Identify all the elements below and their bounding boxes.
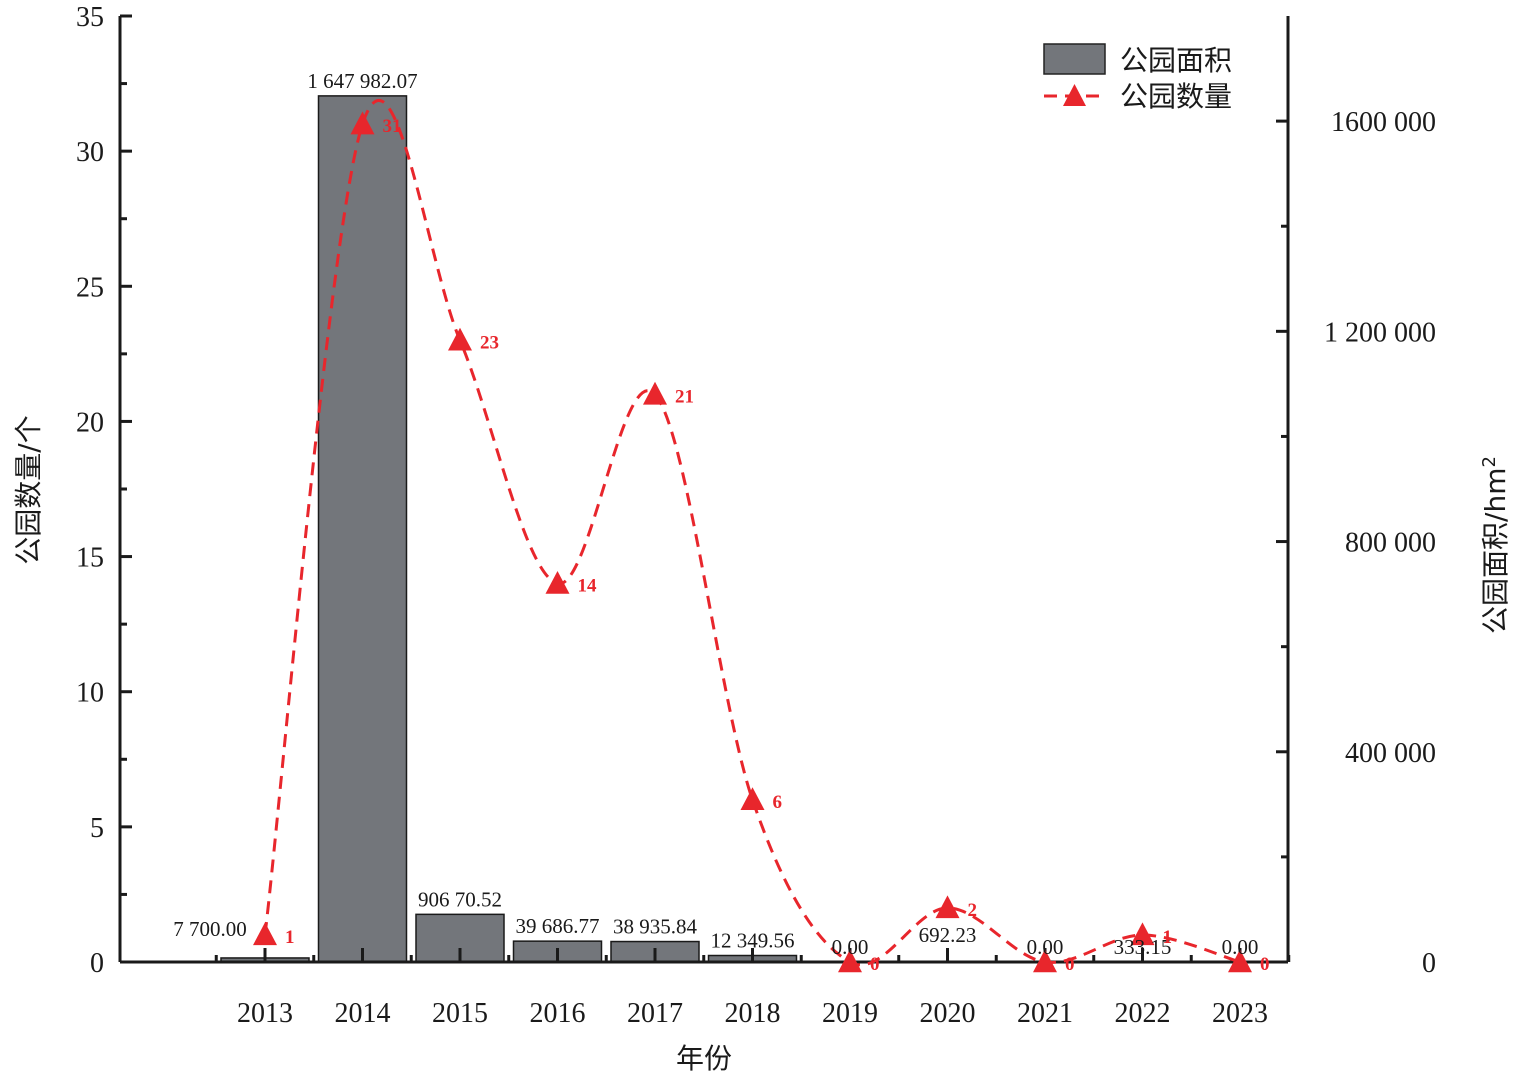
count-marker-2016	[545, 571, 570, 594]
count-marker-2023	[1228, 949, 1252, 973]
count-marker-2022	[1130, 922, 1155, 946]
legend-line-label: 公园数量	[1120, 80, 1232, 113]
count-line	[263, 99, 1241, 967]
count-value-label-2022: 1	[1163, 927, 1173, 948]
left-tick-label: 10	[76, 678, 104, 709]
bar-value-label-2023: 0.00	[1222, 935, 1259, 959]
left-tick-label: 20	[76, 407, 104, 438]
bar-value-label-2018: 12 349.56	[711, 929, 795, 953]
legend-triangle-marker	[1063, 84, 1086, 106]
count-marker-2015	[448, 327, 472, 351]
count-value-label-2016: 14	[578, 576, 598, 597]
x-tick-label-2016: 2016	[530, 998, 586, 1029]
x-tick-label-2022: 2022	[1115, 998, 1171, 1029]
right-axis-title-superscript: 2	[1479, 456, 1500, 467]
left-axis-title: 公园数量/个	[12, 415, 45, 564]
legend-bar-swatch	[1043, 43, 1106, 75]
count-marker-2019	[838, 949, 862, 973]
bar-value-label-2019: 0.00	[832, 935, 869, 959]
count-value-label-2014: 31	[383, 116, 402, 137]
bar-value-label-2015: 906 70.52	[418, 887, 502, 911]
count-value-label-2013: 1	[285, 927, 295, 948]
x-axis-title: 年份	[676, 1042, 732, 1075]
x-tick-label-2019: 2019	[822, 998, 878, 1029]
x-tick-label-2015: 2015	[432, 998, 488, 1029]
right-tick-label: 400 000	[1345, 738, 1436, 769]
bar-value-label-2020: 692.23	[919, 923, 977, 947]
x-tick-label-2013: 2013	[237, 998, 293, 1029]
right-axis-title: 公园面积/hm2	[1479, 456, 1513, 634]
bar-2014	[317, 95, 408, 963]
count-value-label-2020: 2	[968, 900, 978, 921]
left-tick-label: 25	[76, 272, 104, 303]
right-tick-label: 1600 000	[1331, 107, 1436, 138]
bar-value-label-2022: 333.15	[1114, 935, 1172, 959]
x-tick-label-2023: 2023	[1212, 998, 1268, 1029]
legend-bar-label: 公园面积	[1120, 44, 1232, 77]
bar-value-label-2013: 7 700.00	[173, 917, 247, 941]
count-value-label-2017: 21	[675, 386, 694, 407]
count-value-label-2021: 0	[1065, 954, 1075, 975]
labels-layer: 7 700.00 1 647 982.07 906 70.52 39 686.77 38…	[173, 69, 1269, 975]
bar-value-label-2016: 39 686.77	[516, 914, 600, 938]
count-marker-2014	[350, 111, 375, 135]
count-marker-2013	[253, 922, 277, 946]
right-tick-label: 800 000	[1345, 528, 1436, 559]
x-tick-label-2017: 2017	[627, 998, 683, 1029]
left-tick-label: 15	[76, 543, 104, 574]
left-tick-label: 0	[90, 948, 104, 979]
count-marker-2017	[643, 381, 667, 405]
left-tick-label: 30	[76, 137, 104, 168]
x-tick-label-2020: 2020	[920, 998, 976, 1029]
count-marker-2020	[935, 895, 960, 919]
right-axis-title-base: 公园面积/hm	[1479, 467, 1512, 633]
bar-value-label-2017: 38 935.84	[613, 915, 698, 939]
bar-2015	[415, 913, 505, 963]
line-layer	[253, 99, 1252, 973]
count-value-label-2015: 23	[480, 332, 499, 353]
bar-value-label-2014: 1 647 982.07	[307, 69, 417, 93]
x-tick-label-2021: 2021	[1017, 998, 1073, 1029]
bar-value-label-2021: 0.00	[1027, 935, 1064, 959]
left-tick-label: 35	[76, 2, 104, 33]
right-tick-label: 1 200 000	[1324, 317, 1436, 348]
left-tick-label: 5	[90, 813, 104, 844]
legend: 公园面积 公园数量	[1043, 43, 1232, 113]
count-value-label-2018: 6	[773, 792, 783, 813]
x-tick-label-2018: 2018	[725, 998, 781, 1029]
count-value-label-2023: 0	[1260, 954, 1270, 975]
bars-layer	[220, 95, 993, 963]
x-tick-label-2014: 2014	[335, 998, 391, 1029]
right-tick-label: 0	[1422, 948, 1436, 979]
count-value-label-2019: 0	[870, 954, 880, 975]
count-marker-2018	[740, 787, 765, 811]
count-marker-2021	[1033, 949, 1057, 973]
